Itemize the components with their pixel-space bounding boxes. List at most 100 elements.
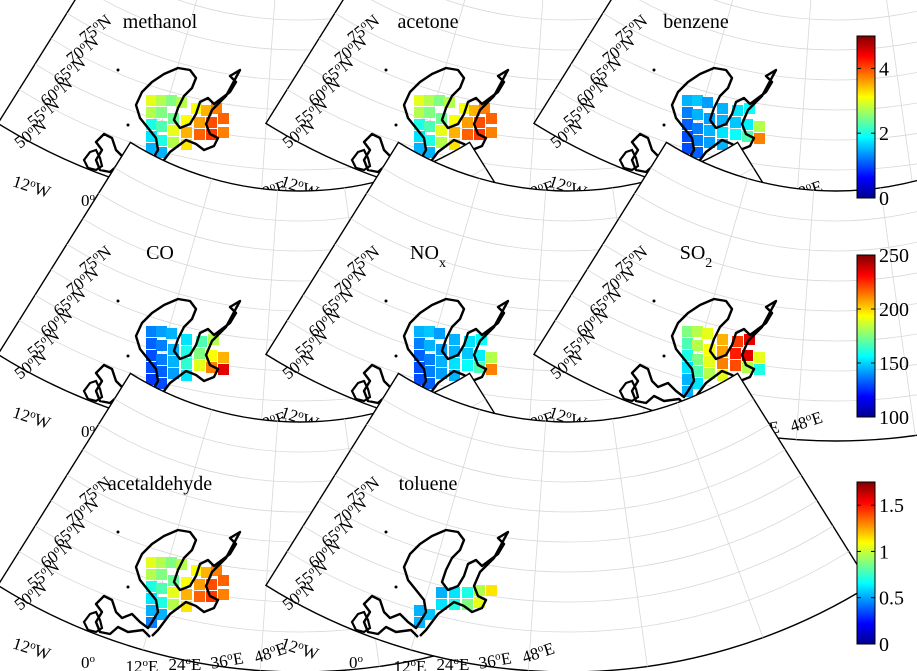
coastline-islands xyxy=(618,379,640,403)
island-marker xyxy=(394,354,398,358)
island-marker xyxy=(116,530,120,534)
lon-label: 0o xyxy=(81,653,96,671)
degree-sign: o xyxy=(536,180,545,193)
graticule-lat xyxy=(334,474,802,543)
data-cell xyxy=(156,95,167,106)
graticule-lat xyxy=(639,0,917,51)
graticule-lat xyxy=(177,0,423,21)
data-cell xyxy=(146,107,157,118)
map-panel: benzene75oN70oN65oN60oN55oN50oN12oW0o12o… xyxy=(532,0,917,214)
data-cell xyxy=(156,366,167,377)
data-cell xyxy=(730,117,741,128)
degree-sign: o xyxy=(536,411,545,424)
data-cell xyxy=(414,107,425,118)
data-cell xyxy=(436,599,447,610)
lon-dir: W xyxy=(300,641,322,664)
data-cell xyxy=(181,577,192,588)
data-cell xyxy=(414,95,425,106)
panel-title: acetone xyxy=(397,11,458,33)
data-cell xyxy=(181,601,192,612)
lon-label: 12oE xyxy=(126,657,159,671)
graticule-lat xyxy=(286,551,850,633)
lon-dir: W xyxy=(32,641,54,664)
colorbar-tick-label: 0 xyxy=(879,634,889,656)
coastline xyxy=(362,528,510,638)
graticule-lat xyxy=(570,63,917,141)
data-cell xyxy=(692,340,703,351)
colorbars: 0 2 4 100 150 200 250 0 0.5 1 1.5 xyxy=(856,35,909,656)
graticule-lat xyxy=(602,12,917,81)
graticule-lon xyxy=(259,421,279,671)
data-cell xyxy=(459,103,470,114)
data-cell xyxy=(194,348,205,359)
data-cell xyxy=(156,121,167,132)
data-cell xyxy=(414,338,425,349)
data-cell xyxy=(682,119,693,130)
data-cell xyxy=(682,143,693,154)
data-cell xyxy=(702,97,713,108)
data-cell xyxy=(436,587,447,598)
island-marker xyxy=(652,68,656,72)
data-cell xyxy=(166,328,177,339)
colorbar-tick-label: 100 xyxy=(879,407,909,429)
data-cell xyxy=(486,352,497,363)
data-cell xyxy=(704,368,715,379)
graticule-lat xyxy=(586,38,917,111)
data-cell xyxy=(146,326,157,337)
data-cell xyxy=(424,366,435,377)
graticule-lat xyxy=(382,398,754,453)
graticule-lon xyxy=(795,0,812,209)
island-marker xyxy=(662,123,666,127)
data-cell xyxy=(692,326,703,337)
data-cell xyxy=(156,340,167,351)
data-cell xyxy=(146,362,157,373)
degree-sign: o xyxy=(29,177,38,190)
degree-sign: o xyxy=(268,642,277,655)
degree-sign: o xyxy=(143,657,149,669)
data-cell xyxy=(717,358,728,369)
data-cell xyxy=(462,129,473,140)
graticule-lon xyxy=(527,190,547,440)
graticule-lon xyxy=(795,190,815,440)
lon-dir: E xyxy=(191,655,201,671)
data-cell xyxy=(156,378,167,389)
coastline-islands xyxy=(82,379,104,403)
data-cell xyxy=(206,350,217,361)
colorbar-tick-label: 2 xyxy=(879,123,889,145)
data-cell xyxy=(754,364,765,375)
data-cell xyxy=(414,131,425,142)
data-cell xyxy=(156,135,167,146)
coastline xyxy=(94,528,242,638)
lon-dir: E xyxy=(499,648,513,669)
degree-sign: o xyxy=(226,650,234,663)
data-cell xyxy=(462,117,473,128)
graticule-lat xyxy=(445,0,691,21)
data-cell xyxy=(717,115,728,126)
lon-label: 12oW xyxy=(10,634,53,664)
island-marker xyxy=(652,299,656,303)
data-cell xyxy=(181,334,192,345)
data-cell xyxy=(436,125,447,136)
island-marker xyxy=(394,585,398,589)
data-cell xyxy=(146,605,157,616)
coastline-islands xyxy=(350,610,372,634)
data-cell xyxy=(692,354,703,365)
data-cell xyxy=(742,350,753,361)
data-cell xyxy=(474,117,485,128)
data-cell xyxy=(181,115,192,126)
coastline-islands xyxy=(350,148,372,172)
data-cell xyxy=(156,557,167,568)
data-cell xyxy=(462,599,473,610)
colorbar-tick-label: 4 xyxy=(879,58,889,80)
data-cell xyxy=(194,360,205,371)
data-cell xyxy=(201,105,212,116)
lon-dir: E xyxy=(416,657,426,671)
data-cell xyxy=(682,95,693,106)
panel-title: acetaldehyde xyxy=(108,473,212,495)
degree-sign: o xyxy=(494,650,502,663)
data-cell xyxy=(146,569,157,580)
data-cell xyxy=(206,117,217,128)
degree-sign: o xyxy=(297,177,306,190)
island-marker xyxy=(662,354,666,358)
